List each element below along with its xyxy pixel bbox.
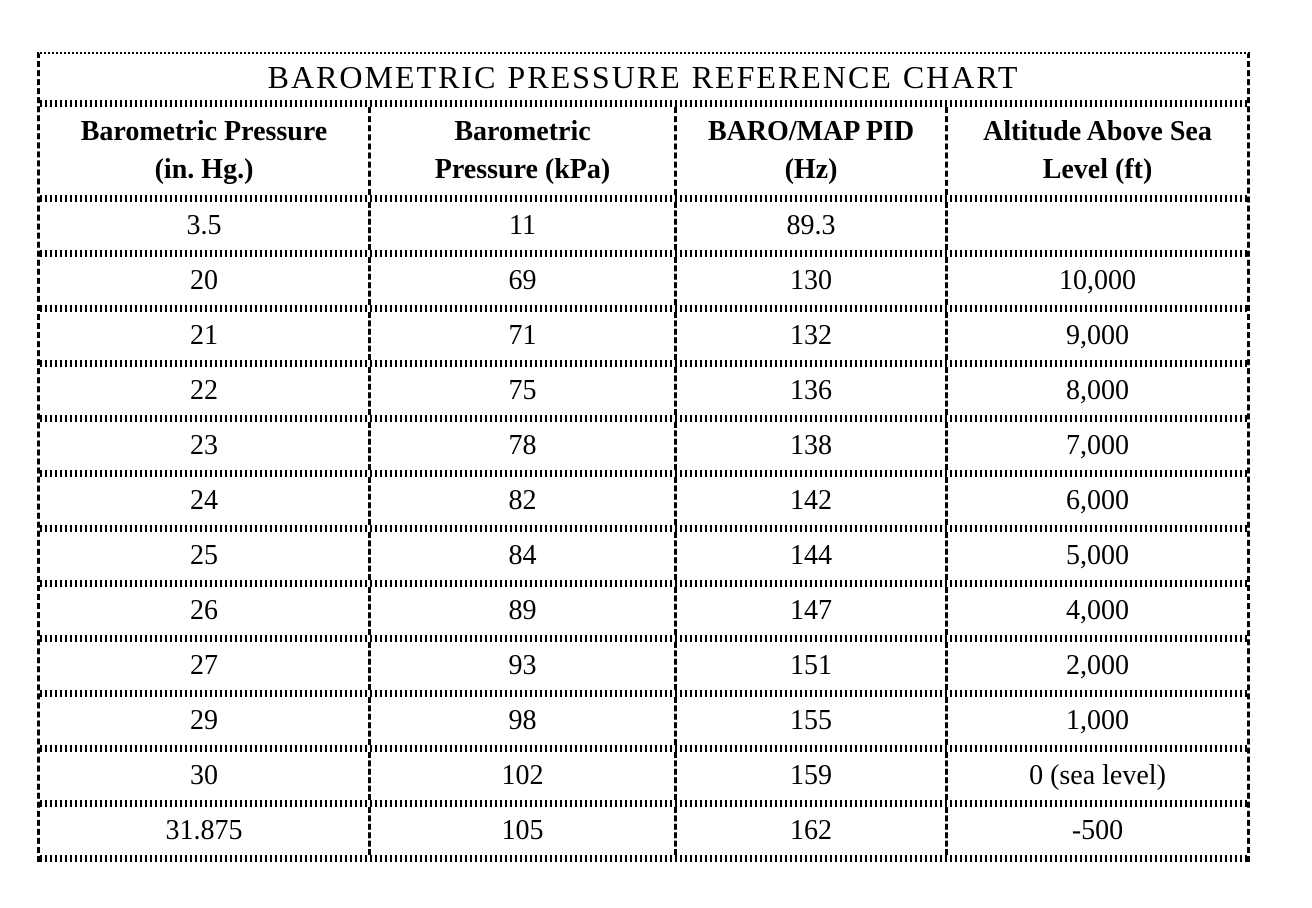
table-cell: 7,000: [945, 422, 1247, 470]
table-row: 21 71 132 9,000: [40, 312, 1247, 360]
header-cell-in-hg: Barometric Pressure (in. Hg.): [40, 107, 368, 195]
table-cell: 75: [368, 367, 674, 415]
table-row: 22 75 136 8,000: [40, 367, 1247, 415]
table-cell: 20: [190, 264, 218, 296]
table-cell: 89: [368, 587, 674, 635]
table-cell: 2,000: [945, 642, 1247, 690]
table-cell: 136: [674, 367, 945, 415]
header-cell-baro-map-pid: BARO/MAP PID (Hz): [674, 107, 945, 195]
table-cell: 21: [190, 319, 218, 351]
header-line: (in. Hg.): [154, 154, 254, 185]
table-cell: 0 (sea level): [945, 752, 1247, 800]
header-line: (Hz): [784, 154, 838, 185]
horizontal-rule: [40, 745, 1247, 752]
horizontal-rule: [40, 195, 1247, 202]
table-cell: 78: [368, 422, 674, 470]
table-row: 31.875 105 162 -500: [40, 807, 1247, 855]
horizontal-rule: [40, 690, 1247, 697]
table-row: 20 69 130 10,000: [40, 257, 1247, 305]
horizontal-rule: [40, 800, 1247, 807]
table-cell: 159: [674, 752, 945, 800]
table-cell: 162: [674, 807, 945, 855]
table-cell: 144: [674, 532, 945, 580]
table-cell: 10,000: [945, 257, 1247, 305]
table-row: 25 84 144 5,000: [40, 532, 1247, 580]
table-cell: 98: [368, 697, 674, 745]
horizontal-rule: [40, 100, 1247, 107]
table-cell: 71: [368, 312, 674, 360]
table-title: BAROMETRIC PRESSURE REFERENCE CHART: [267, 58, 1020, 95]
table-cell: 89.3: [674, 202, 945, 250]
table-cell: 151: [674, 642, 945, 690]
table-cell: 147: [674, 587, 945, 635]
table-cell: 102: [368, 752, 674, 800]
table-row: 23 78 138 7,000: [40, 422, 1247, 470]
table-cell: 11: [368, 202, 674, 250]
table-cell: -500: [945, 807, 1247, 855]
header-row: Barometric Pressure (in. Hg.) Barometric…: [40, 107, 1247, 195]
table-cell: 138: [674, 422, 945, 470]
header-line: Barometric: [454, 116, 591, 147]
table-cell: 6,000: [945, 477, 1247, 525]
table-cell: 4,000: [945, 587, 1247, 635]
horizontal-rule: [40, 360, 1247, 367]
table-cell: 30: [190, 759, 218, 791]
header-cell-altitude: Altitude Above Sea Level (ft): [945, 107, 1247, 195]
table-cell: 1,000: [945, 697, 1247, 745]
table-cell: 105: [368, 807, 674, 855]
table-cell: [945, 202, 1247, 250]
table-cell: 23: [190, 429, 218, 461]
table-cell: 3.5: [186, 209, 222, 241]
table-cell: 155: [674, 697, 945, 745]
table-cell: 29: [190, 704, 218, 736]
table-cell: 82: [368, 477, 674, 525]
header-line: Barometric Pressure: [80, 116, 328, 147]
table-cell: 5,000: [945, 532, 1247, 580]
horizontal-rule: [40, 415, 1247, 422]
table-cell: 69: [368, 257, 674, 305]
table-cell: 130: [674, 257, 945, 305]
header-line: Pressure (kPa): [434, 154, 611, 185]
table-cell: 93: [368, 642, 674, 690]
table-cell: 8,000: [945, 367, 1247, 415]
horizontal-rule-bottom: [40, 855, 1247, 862]
table-cell: 27: [190, 649, 218, 681]
table-cell: 9,000: [945, 312, 1247, 360]
table-row: 26 89 147 4,000: [40, 587, 1247, 635]
header-line: BARO/MAP PID: [707, 116, 915, 147]
barometric-pressure-table: BAROMETRIC PRESSURE REFERENCE CHART Baro…: [37, 52, 1250, 862]
table-row: 29 98 155 1,000: [40, 697, 1247, 745]
horizontal-rule: [40, 305, 1247, 312]
table-cell: 24: [190, 484, 218, 516]
table-row: 3.5 11 89.3: [40, 202, 1247, 250]
table-cell: 31.875: [165, 814, 243, 846]
table-cell: 26: [190, 594, 218, 626]
header-cell-kpa: Barometric Pressure (kPa): [368, 107, 674, 195]
horizontal-rule: [40, 635, 1247, 642]
horizontal-rule: [40, 525, 1247, 532]
table-cell: 132: [674, 312, 945, 360]
table-row: 24 82 142 6,000: [40, 477, 1247, 525]
header-line: Level (ft): [1042, 154, 1153, 185]
horizontal-rule: [40, 470, 1247, 477]
table-cell: 84: [368, 532, 674, 580]
horizontal-rule: [40, 250, 1247, 257]
table-cell: 22: [190, 374, 218, 406]
table-row: 30 102 159 0 (sea level): [40, 752, 1247, 800]
table-cell: 25: [190, 539, 218, 571]
table-row: 27 93 151 2,000: [40, 642, 1247, 690]
horizontal-rule: [40, 580, 1247, 587]
header-line: Altitude Above Sea: [983, 116, 1212, 147]
table-cell: 142: [674, 477, 945, 525]
